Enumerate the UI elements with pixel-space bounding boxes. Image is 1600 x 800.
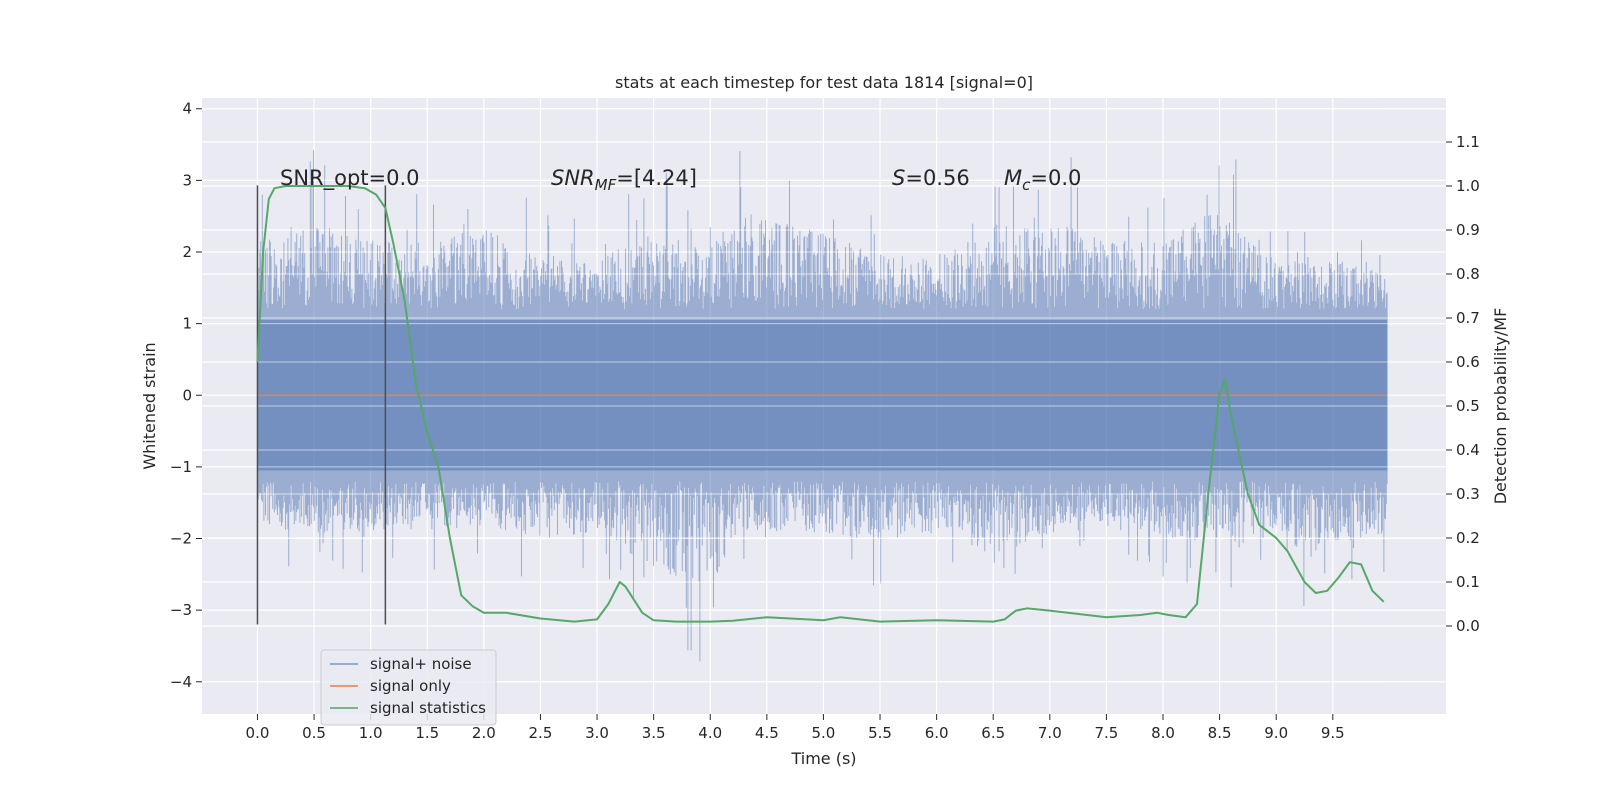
- signal-statistics-series: [256, 185, 1385, 623]
- x-tick-label: 4.5: [755, 724, 779, 742]
- y2-tick-label: 0.8: [1456, 265, 1480, 283]
- y-tick-label: 2: [182, 243, 192, 261]
- y-axis-right: 0.0 0.1 0.2 0.3 0.4 0.5 0.6 0.7 0.8 0.9 1.0 1.1: [1446, 133, 1480, 635]
- y2-tick-label: 0.9: [1456, 221, 1480, 239]
- snr-mf-value: =[4.24]: [616, 166, 697, 190]
- y2-tick-label: 1.1: [1456, 133, 1480, 151]
- x-tick-label: 1.0: [359, 724, 383, 742]
- x-tick-label: 0.5: [302, 724, 326, 742]
- mc-subscript: c: [1022, 176, 1031, 194]
- y2-tick-label: 0.4: [1456, 441, 1480, 459]
- annotation-snr-opt: SNR_opt=0.0: [280, 166, 420, 191]
- legend-box: [320, 649, 497, 726]
- x-tick-label: 6.5: [981, 724, 1005, 742]
- signal-statistics-line: [256, 185, 1385, 623]
- snr-mf-symbol: SNR: [551, 166, 595, 190]
- y-tick-label: −4: [170, 673, 192, 691]
- y2-tick-label: 0.7: [1456, 309, 1480, 327]
- annotation-s: S=0.56: [892, 166, 970, 190]
- y-tick-label: 1: [182, 315, 192, 333]
- mc-symbol: M: [1004, 166, 1022, 190]
- x-axis-label: Time (s): [790, 749, 856, 768]
- x-tick-label: 7.0: [1038, 724, 1062, 742]
- x-tick-label: 7.5: [1094, 724, 1118, 742]
- x-tick-label: 5.0: [812, 724, 836, 742]
- legend-label: signal statistics: [370, 699, 486, 717]
- s-symbol: S: [892, 166, 905, 190]
- legend: signal+ noise signal only signal statistic…: [320, 649, 497, 726]
- x-tick-label: 4.0: [698, 724, 722, 742]
- vertical-markers: [256, 185, 387, 625]
- legend-label: signal+ noise: [370, 655, 472, 673]
- legend-items: signal+ noise signal only signal statistic…: [330, 655, 486, 717]
- y-tick-label: 3: [182, 171, 192, 189]
- x-tick-label: 6.0: [925, 724, 949, 742]
- y-tick-label: 4: [182, 100, 192, 118]
- x-tick-label: 3.5: [642, 724, 666, 742]
- y-tick-label: −3: [170, 601, 192, 619]
- y2-tick-label: 0.0: [1456, 617, 1480, 635]
- y-tick-label: −1: [170, 458, 192, 476]
- y-axis-label: Whitened strain: [140, 342, 159, 469]
- y2-axis-label: Detection probability/MF: [1491, 308, 1510, 505]
- mc-value: =0.0: [1030, 166, 1081, 190]
- x-tick-label: 8.5: [1208, 724, 1232, 742]
- x-tick-label: 9.0: [1264, 724, 1288, 742]
- x-axis: 0.0 0.5 1.0 1.5 2.0 2.5 3.0 3.5 4.0 4.5 5.0 5.5 6.0 6…: [246, 714, 1345, 742]
- x-tick-label: 9.5: [1321, 724, 1345, 742]
- x-tick-label: 0.0: [246, 724, 270, 742]
- x-tick-label: 3.0: [585, 724, 609, 742]
- x-tick-label: 5.5: [868, 724, 892, 742]
- x-tick-label: 2.5: [529, 724, 553, 742]
- y2-tick-label: 1.0: [1456, 177, 1480, 195]
- y2-tick-label: 0.3: [1456, 485, 1480, 503]
- x-tick-label: 1.5: [415, 724, 439, 742]
- snr-mf-subscript: MF: [595, 176, 617, 194]
- chart-title: stats at each timestep for test data 181…: [615, 73, 1033, 92]
- legend-label: signal only: [370, 677, 451, 695]
- x-tick-label: 2.0: [472, 724, 496, 742]
- y2-tick-label: 0.5: [1456, 397, 1480, 415]
- annotation-mc: Mc=0.0: [1004, 166, 1081, 194]
- y2-tick-label: 0.2: [1456, 529, 1480, 547]
- y-axis-left: −4 −3 −2 −1 0 1 2 3 4: [170, 100, 202, 691]
- y-tick-label: 0: [182, 386, 192, 404]
- s-value: =0.56: [905, 166, 969, 190]
- y-tick-label: −2: [170, 530, 192, 548]
- annotation-snr-mf: SNRMF=[4.24]: [551, 166, 697, 194]
- y2-tick-label: 0.1: [1456, 573, 1480, 591]
- x-tick-label: 8.0: [1151, 724, 1175, 742]
- y2-tick-label: 0.6: [1456, 353, 1480, 371]
